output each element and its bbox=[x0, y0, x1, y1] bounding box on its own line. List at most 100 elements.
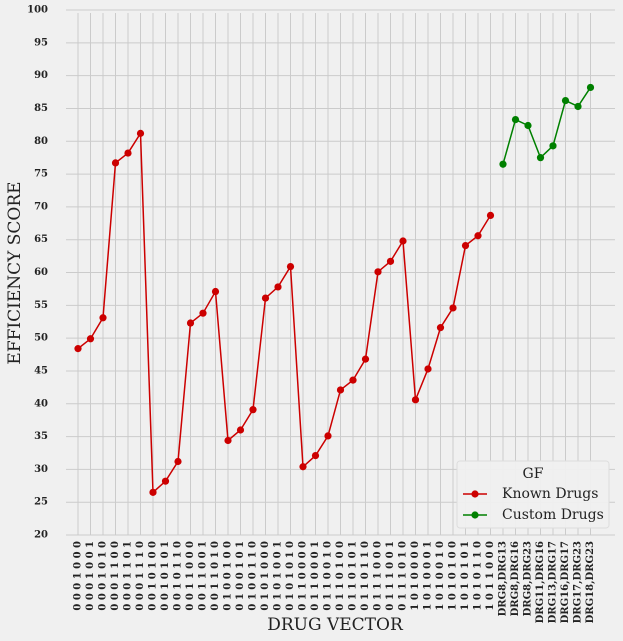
data-point bbox=[511, 115, 520, 124]
series-line bbox=[77, 130, 492, 494]
x-tick-label: 0 1 0 1 0 1 0 bbox=[285, 541, 296, 611]
y-tick-label: 50 bbox=[34, 333, 48, 344]
x-tick-label: 1 0 1 1 0 0 0 bbox=[485, 541, 496, 611]
data-point bbox=[336, 386, 345, 394]
data-point bbox=[286, 262, 295, 271]
data-point bbox=[549, 142, 557, 150]
x-tick-label: 1 0 1 0 1 0 1 bbox=[460, 541, 471, 611]
data-point bbox=[586, 83, 595, 92]
y-axis-label: EFFICIENCY SCORE bbox=[5, 181, 25, 364]
y-tick-label: 65 bbox=[34, 234, 48, 245]
x-tick-label: 1 0 1 0 0 0 1 bbox=[423, 541, 434, 611]
y-tick-label: 80 bbox=[34, 136, 48, 147]
x-tick-label: 0 1 1 0 0 0 1 bbox=[310, 541, 321, 611]
y-tick-label: 85 bbox=[34, 103, 48, 114]
data-point bbox=[199, 309, 207, 317]
x-tick-label: 0 1 1 0 1 0 1 bbox=[348, 541, 359, 611]
data-point bbox=[224, 436, 232, 445]
data-point bbox=[561, 96, 570, 105]
x-axis-label: DRUG VECTOR bbox=[267, 615, 404, 635]
x-tick-label: 0 1 0 1 0 0 0 bbox=[260, 541, 271, 611]
data-point bbox=[536, 154, 545, 162]
data-point bbox=[349, 376, 357, 384]
x-tick-label: 0 1 1 1 0 0 1 bbox=[385, 541, 396, 611]
x-tick-label: 0 1 0 1 0 0 1 bbox=[273, 541, 284, 611]
x-tick-label: 0 0 1 1 0 0 1 bbox=[198, 541, 209, 611]
y-tick-label: 25 bbox=[34, 497, 48, 508]
x-tick-label: DRG8,DRG23 bbox=[523, 541, 534, 616]
x-tick-label: 0 0 0 1 0 0 0 bbox=[73, 541, 84, 611]
x-tick-label: 0 1 0 0 1 0 0 bbox=[223, 541, 234, 611]
y-tick-label: 100 bbox=[27, 5, 48, 16]
x-tick-label: DRG16,DRG17 bbox=[560, 541, 571, 623]
y-tick-label: 95 bbox=[34, 37, 48, 48]
data-point bbox=[361, 355, 370, 363]
x-tick-label: DRG8,DRG16 bbox=[510, 541, 521, 616]
data-point bbox=[386, 257, 395, 265]
x-tick-label: 0 0 0 1 0 0 1 bbox=[85, 541, 96, 611]
x-tick-label: 0 0 1 1 0 1 0 bbox=[210, 541, 221, 611]
data-point bbox=[161, 477, 170, 485]
x-tick-label: 0 1 1 0 1 0 0 bbox=[335, 541, 346, 611]
data-point bbox=[436, 324, 445, 332]
data-point bbox=[136, 129, 145, 137]
data-point bbox=[324, 432, 332, 440]
data-point bbox=[211, 287, 220, 296]
y-tick-label: 70 bbox=[34, 201, 48, 212]
data-point bbox=[499, 160, 507, 168]
data-point bbox=[261, 294, 270, 302]
x-tick-label: 0 1 1 1 0 1 0 bbox=[398, 541, 409, 611]
data-point bbox=[299, 463, 307, 471]
data-point bbox=[574, 102, 582, 111]
legend-label: Custom Drugs bbox=[502, 507, 604, 523]
data-point bbox=[249, 406, 257, 414]
data-point bbox=[424, 365, 432, 373]
x-tick-label: 0 0 0 1 1 0 1 bbox=[123, 541, 134, 611]
data-point bbox=[186, 319, 195, 327]
y-tick-label: 20 bbox=[34, 530, 48, 541]
x-tick-label: DRG17,DRG23 bbox=[573, 541, 584, 623]
x-tick-label: 0 1 1 0 0 0 0 bbox=[298, 541, 309, 611]
data-point bbox=[74, 345, 82, 353]
x-tick-label: DRG8,DRG13 bbox=[498, 541, 509, 616]
x-tick-label: DRG11,DRG16 bbox=[535, 541, 546, 623]
y-tick-label: 35 bbox=[34, 431, 48, 442]
data-point bbox=[524, 121, 532, 130]
x-tick-label: 0 0 1 0 1 1 0 bbox=[173, 541, 184, 611]
x-tick-label: 0 0 0 1 1 1 0 bbox=[135, 541, 146, 611]
x-tick-label: 0 1 1 1 0 0 0 bbox=[373, 541, 384, 611]
x-tick-label: 1 0 1 0 1 0 0 bbox=[448, 541, 459, 611]
data-point bbox=[86, 335, 95, 343]
data-point bbox=[449, 304, 457, 312]
legend-marker bbox=[471, 511, 479, 519]
data-point bbox=[274, 283, 282, 291]
data-point bbox=[174, 457, 182, 466]
x-tick-label: DRG13,DRG17 bbox=[548, 541, 559, 623]
legend-marker bbox=[471, 490, 479, 498]
x-tick-label: 0 0 0 1 1 0 0 bbox=[110, 541, 121, 611]
series-line bbox=[502, 87, 592, 165]
x-tick-label: DRG18,DRG23 bbox=[585, 541, 596, 623]
y-tick-label: 55 bbox=[34, 300, 48, 311]
data-point bbox=[124, 149, 132, 157]
x-tick-label: 0 0 1 1 0 0 0 bbox=[185, 541, 196, 611]
y-tick-label: 75 bbox=[34, 169, 48, 180]
y-tick-label: 40 bbox=[34, 398, 48, 409]
data-point bbox=[399, 237, 407, 245]
x-tick-label: 1 0 1 0 0 1 0 bbox=[435, 541, 446, 611]
x-tick-label: 0 1 0 0 1 1 0 bbox=[248, 541, 259, 611]
x-tick-label: 0 1 1 0 0 1 0 bbox=[323, 541, 334, 611]
y-tick-label: 30 bbox=[34, 464, 48, 475]
data-point bbox=[486, 211, 495, 220]
legend-box bbox=[456, 460, 610, 529]
x-tick-label: 0 0 1 0 1 0 1 bbox=[160, 541, 171, 611]
x-tick-label: 1 0 1 0 1 1 0 bbox=[473, 541, 484, 611]
data-point bbox=[111, 159, 120, 167]
x-tick-label: 0 1 0 0 1 0 1 bbox=[235, 541, 246, 611]
y-tick-label: 60 bbox=[34, 267, 48, 278]
x-tick-label: 0 1 1 0 1 1 0 bbox=[360, 541, 371, 611]
x-tick-label: 1 0 1 0 0 0 0 bbox=[410, 541, 421, 611]
data-point bbox=[311, 451, 320, 460]
data-point bbox=[461, 241, 470, 250]
legend: GF Known Drugs Custom Drugs bbox=[456, 460, 610, 529]
